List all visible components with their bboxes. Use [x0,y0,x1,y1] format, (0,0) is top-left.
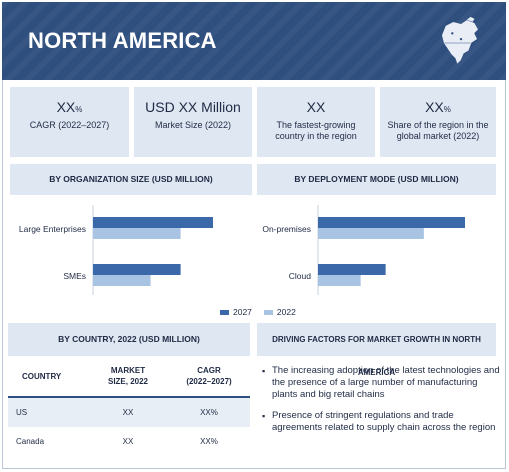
bar-2022-cloud [318,275,361,286]
table-cell-size: XX [122,437,134,446]
legend-item-2022: 2022 [263,307,296,317]
kpi-label: The fastest-growing country in the regio… [275,120,357,141]
bar-2022-on-premises [318,228,424,239]
kpi-unit: % [443,105,451,114]
table-row: Canada XX XX% [8,427,250,456]
kpi-value: USD XX Million [145,99,241,115]
bar-2027-cloud [318,264,386,275]
bar-2022-smes [93,275,151,286]
table-cell-size: XX [122,408,134,417]
kpi-value: XX [425,99,444,115]
section-country-title: BY COUNTRY, 2022 (USD MILLION) [8,323,250,356]
kpi-label: CAGR (2022–2027) [29,120,110,130]
category-label: On-premises [262,224,311,234]
legend-swatch [263,309,273,315]
country-table: COUNTRY MARKET SIZE, 2022 CAGR (2022–202… [8,356,250,456]
bar-2027-on-premises [318,217,465,228]
table-cell-cagr: XX% [200,437,218,446]
table-header-cagr: CAGR (2022–2027) [186,366,232,386]
deployment-chart: On-premises Cloud [262,217,465,286]
table-header-row: COUNTRY MARKET SIZE, 2022 CAGR (2022–202… [8,356,250,398]
org-size-chart: Large Enterprises SMEs [19,217,213,286]
legend-label: 2027 [233,307,252,317]
kpi-cagr: XX% CAGR (2022–2027) [10,87,129,157]
category-label: SMEs [63,271,86,281]
list-item: Presence of stringent regulations and tr… [262,410,502,434]
table-cell-country: Canada [16,437,45,446]
kpi-global-share: XX% Share of the region in the global ma… [380,87,496,157]
bar-2027-large-enterprises [93,217,213,228]
legend-swatch [220,309,229,315]
bar-2027-smes [93,264,181,275]
bar-2022-large-enterprises [93,228,181,239]
table-cell-country: US [16,408,28,417]
kpi-market-size: USD XX Million Market Size (2022) [134,87,252,157]
kpi-label: Market Size (2022) [154,120,232,130]
section-org-size-title: BY ORGANIZATION SIZE (USD MILLION) [10,164,252,195]
chart-legend: 2027 2022 [220,307,296,317]
category-label: Large Enterprises [19,224,86,234]
kpi-unit: % [75,105,83,114]
kpi-label: Share of the region in the global market… [387,120,489,141]
list-item: The increasing adoption of the latest te… [262,365,502,401]
drivers-list: The increasing adoption of the latest te… [262,365,502,443]
kpi-value: XX [56,99,76,115]
table-row: US XX XX% [8,398,250,427]
table-cell-cagr: XX% [200,408,218,417]
category-label: Cloud [289,271,311,281]
header-banner: NORTH AMERICA [2,2,506,80]
table-header-size: MARKET SIZE, 2022 [107,366,149,386]
page-title: NORTH AMERICA [28,28,217,53]
kpi-fastest-country: XX The fastest-growing country in the re… [257,87,375,157]
legend-item-2027: 2027 [220,307,252,317]
section-drivers-title: DRIVING FACTORS FOR MARKET GROWTH IN NOR… [257,323,496,377]
table-header-country: COUNTRY [22,371,62,381]
legend-label: 2022 [276,307,296,317]
north-america-map-icon [441,16,479,65]
kpi-value: XX [306,99,326,115]
section-deployment-title: BY DEPLOYMENT MODE (USD MILLION) [257,164,496,195]
